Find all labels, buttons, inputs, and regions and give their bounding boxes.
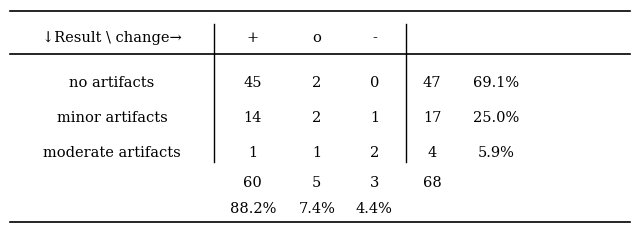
Text: ↓Result \ change→: ↓Result \ change→ [42, 31, 182, 45]
Text: 5: 5 [312, 176, 321, 190]
Text: 3: 3 [370, 176, 379, 190]
Text: 2: 2 [312, 111, 321, 125]
Text: 69.1%: 69.1% [473, 76, 519, 90]
Text: no artifacts: no artifacts [69, 76, 155, 90]
Text: 68: 68 [422, 176, 442, 190]
Text: moderate artifacts: moderate artifacts [43, 146, 181, 160]
Text: +: + [247, 31, 259, 45]
Text: 88.2%: 88.2% [230, 202, 276, 216]
Text: 14: 14 [244, 111, 262, 125]
Text: 2: 2 [370, 146, 379, 160]
Text: 1: 1 [312, 146, 321, 160]
Text: 4.4%: 4.4% [356, 202, 393, 216]
Text: 45: 45 [244, 76, 262, 90]
Text: 5.9%: 5.9% [477, 146, 515, 160]
Text: 0: 0 [370, 76, 379, 90]
Text: 25.0%: 25.0% [473, 111, 519, 125]
Text: minor artifacts: minor artifacts [56, 111, 168, 125]
Text: o: o [312, 31, 321, 45]
Text: 1: 1 [248, 146, 257, 160]
Text: 4: 4 [428, 146, 436, 160]
Text: 2: 2 [312, 76, 321, 90]
Text: 1: 1 [370, 111, 379, 125]
Text: 7.4%: 7.4% [298, 202, 335, 216]
Text: 60: 60 [243, 176, 262, 190]
Text: 47: 47 [423, 76, 441, 90]
Text: -: - [372, 31, 377, 45]
Text: 17: 17 [423, 111, 441, 125]
